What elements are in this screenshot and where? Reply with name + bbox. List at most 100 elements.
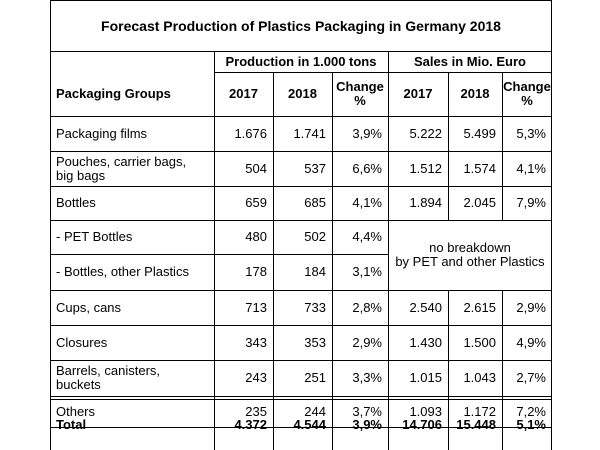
table-cell-sales-2017: 1.512 <box>409 160 442 176</box>
table-row-label: Packaging films <box>56 125 148 141</box>
table-cell-prod-2017: 480 <box>245 229 267 244</box>
column-divider <box>332 72 333 450</box>
row-divider <box>50 427 552 428</box>
table-border-left <box>50 0 51 450</box>
row-divider <box>50 290 552 291</box>
total-cell-prod-change: 3,9% <box>352 417 382 432</box>
column-header-sales-2017: 2017 <box>403 86 433 101</box>
table-cell-prod-2018: 184 <box>304 264 326 279</box>
table-cell-sales-change: 2,9% <box>516 299 546 315</box>
table-cell-sales-2018: 2.045 <box>463 195 496 210</box>
table-row-label: Barrels, canisters, buckets <box>56 363 161 392</box>
table-cell-prod-2017: 243 <box>245 370 267 385</box>
table-cell-sales-change: 2,7% <box>516 370 546 385</box>
production-group-header: Production in 1.000 tons <box>225 53 377 69</box>
row-divider <box>50 220 552 221</box>
table-cell-sales-2017: 1.015 <box>409 370 442 385</box>
table-cell-sales-2018: 1.043 <box>463 370 496 385</box>
total-cell-sales-2018: 15.448 <box>456 417 496 432</box>
column-divider <box>214 51 215 450</box>
table-cell-sales-2017: 5.222 <box>409 125 442 141</box>
column-divider <box>273 72 274 450</box>
table-cell-sales-2018: 2.615 <box>463 299 496 315</box>
table-border-right <box>551 0 552 450</box>
table-cell-sales-2018: 5.499 <box>463 125 496 141</box>
table-cell-prod-2018: 537 <box>304 160 326 176</box>
table-row-label: - Bottles, other Plastics <box>56 264 189 279</box>
table-cell-prod-change: 4,4% <box>352 229 382 244</box>
table-cell-prod-2017: 1.676 <box>234 125 267 141</box>
table-row-label: Closures <box>56 334 108 350</box>
table-cell-prod-2017: 178 <box>245 264 267 279</box>
row-divider <box>50 151 552 152</box>
column-header-prod-2018: 2018 <box>288 86 317 101</box>
table-cell-prod-change: 4,1% <box>352 195 382 210</box>
table-cell-prod-2018: 244 <box>304 403 326 419</box>
table-cell-sales-2017: 1.093 <box>409 403 442 419</box>
title-divider <box>50 51 552 52</box>
table-cell-sales-change: 5,3% <box>516 125 546 141</box>
row-divider <box>50 325 552 326</box>
table-cell-prod-change: 2,9% <box>352 334 382 350</box>
group-header-divider <box>214 72 552 73</box>
column-divider <box>448 290 449 450</box>
table-cell-prod-2017: 713 <box>245 299 267 315</box>
total-row-label: Total <box>56 417 87 432</box>
column-divider <box>388 51 389 450</box>
sales-group-header: Sales in Mio. Euro <box>414 53 526 69</box>
column-divider <box>448 72 449 220</box>
production-table: Forecast Production of Plastics Packagin… <box>50 0 552 450</box>
table-row-label: Others <box>56 403 96 419</box>
table-cell-sales-2017: 1.430 <box>409 334 442 350</box>
row-divider <box>50 186 552 187</box>
table-cell-prod-change: 3,7% <box>352 403 382 419</box>
table-cell-sales-2018: 1.172 <box>463 403 496 419</box>
page-title: Forecast Production of Plastics Packagin… <box>101 17 501 34</box>
table-cell-prod-2018: 733 <box>304 299 326 315</box>
table-cell-prod-2017: 235 <box>245 403 267 419</box>
row-divider <box>50 116 552 117</box>
total-cell-sales-change: 5,1% <box>516 417 546 432</box>
table-row-label: - PET Bottles <box>56 229 133 244</box>
table-row-label: Cups, cans <box>56 299 122 315</box>
table-cell-sales-2018: 1.574 <box>463 160 496 176</box>
table-cell-prod-change: 6,6% <box>352 160 382 176</box>
table-row-label: Pouches, carrier bags, big bags <box>56 153 187 183</box>
table-row-label: Bottles <box>56 195 96 210</box>
total-cell-sales-2017: 14.706 <box>402 417 442 432</box>
table-cell-sales-change: 7,9% <box>516 195 546 210</box>
table-cell-prod-2018: 251 <box>304 370 326 385</box>
table-cell-prod-2018: 685 <box>304 195 326 210</box>
table-cell-prod-change: 3,9% <box>352 125 382 141</box>
table-cell-prod-2018: 1.741 <box>293 125 326 141</box>
table-cell-sales-change: 4,1% <box>516 160 546 176</box>
table-cell-prod-change: 3,3% <box>352 370 382 385</box>
table-border-top <box>50 0 552 1</box>
table-cell-sales-2017: 2.540 <box>409 299 442 315</box>
no-breakdown-note: no breakdown by PET and other Plastics <box>395 240 545 269</box>
column-header-packaging-groups: Packaging Groups <box>56 86 171 101</box>
table-cell-prod-2017: 504 <box>245 160 267 176</box>
table-cell-sales-change: 7,2% <box>516 403 546 419</box>
table-cell-prod-change: 3,1% <box>352 264 382 279</box>
table-cell-prod-2017: 343 <box>245 334 267 350</box>
row-divider <box>50 396 552 397</box>
table-cell-sales-2018: 1.500 <box>463 334 496 350</box>
table-cell-sales-change: 4,9% <box>516 334 546 350</box>
table-cell-prod-2018: 353 <box>304 334 326 350</box>
column-divider <box>502 290 503 450</box>
total-divider <box>50 399 552 400</box>
table-cell-prod-2017: 659 <box>245 195 267 210</box>
total-cell-prod-2017: 4.372 <box>234 417 267 432</box>
row-divider <box>50 254 388 255</box>
column-header-sales-change: Change % <box>503 79 551 108</box>
total-cell-prod-2018: 4.544 <box>293 417 326 432</box>
column-header-prod-2017: 2017 <box>229 86 258 101</box>
row-divider <box>50 360 552 361</box>
column-divider <box>502 72 503 220</box>
column-header-prod-change: Change % <box>336 79 384 108</box>
column-header-sales-2018: 2018 <box>460 86 490 101</box>
table-cell-sales-2017: 1.894 <box>409 195 442 210</box>
table-cell-prod-change: 2,8% <box>352 299 382 315</box>
table-cell-prod-2018: 502 <box>304 229 326 244</box>
